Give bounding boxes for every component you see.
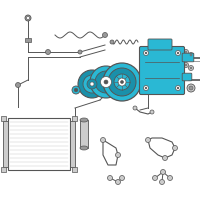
Circle shape: [95, 71, 117, 93]
Circle shape: [26, 17, 30, 20]
Bar: [70, 121, 75, 167]
Circle shape: [87, 79, 97, 89]
Circle shape: [101, 76, 112, 88]
Circle shape: [160, 170, 166, 174]
Circle shape: [187, 84, 195, 92]
Circle shape: [103, 63, 141, 101]
FancyBboxPatch shape: [182, 53, 194, 62]
Circle shape: [90, 66, 122, 98]
Circle shape: [185, 64, 187, 66]
Circle shape: [133, 106, 137, 110]
Circle shape: [150, 110, 154, 114]
Circle shape: [90, 82, 94, 86]
Circle shape: [16, 82, 21, 88]
Bar: [8, 118, 70, 170]
Circle shape: [116, 180, 120, 184]
Bar: [80, 120, 88, 148]
Circle shape: [102, 32, 108, 38]
Circle shape: [145, 87, 147, 89]
Circle shape: [108, 68, 136, 96]
Circle shape: [120, 176, 124, 180]
Circle shape: [104, 80, 108, 84]
Circle shape: [189, 86, 193, 90]
Circle shape: [78, 50, 82, 54]
Circle shape: [114, 74, 130, 90]
Circle shape: [118, 78, 126, 86]
Circle shape: [190, 67, 192, 69]
FancyBboxPatch shape: [148, 39, 172, 50]
Circle shape: [108, 176, 112, 180]
Circle shape: [146, 138, 151, 142]
Circle shape: [185, 51, 187, 53]
Bar: [1, 167, 6, 172]
Circle shape: [144, 50, 148, 55]
Circle shape: [101, 138, 106, 142]
Circle shape: [177, 87, 179, 89]
Bar: [1, 116, 6, 121]
Bar: [3, 121, 8, 167]
Circle shape: [145, 52, 147, 54]
Circle shape: [144, 86, 148, 90]
Ellipse shape: [80, 118, 88, 122]
Circle shape: [188, 52, 194, 58]
Circle shape: [72, 86, 80, 94]
Circle shape: [46, 49, 50, 54]
Circle shape: [110, 40, 114, 44]
Circle shape: [160, 180, 164, 184]
Circle shape: [120, 80, 124, 84]
FancyBboxPatch shape: [182, 73, 192, 81]
Bar: [72, 167, 77, 172]
Circle shape: [74, 88, 78, 92]
Bar: [72, 116, 77, 121]
FancyBboxPatch shape: [140, 46, 184, 95]
Circle shape: [184, 49, 188, 54]
Circle shape: [162, 156, 168, 160]
Circle shape: [153, 176, 158, 180]
Circle shape: [172, 146, 178, 150]
Circle shape: [176, 86, 180, 90]
Circle shape: [83, 75, 101, 93]
Bar: [25, 38, 31, 42]
Circle shape: [177, 52, 179, 54]
Circle shape: [190, 54, 192, 56]
Circle shape: [176, 50, 180, 55]
Circle shape: [168, 176, 172, 180]
Circle shape: [78, 70, 106, 98]
Circle shape: [188, 66, 194, 71]
Circle shape: [116, 152, 120, 158]
Ellipse shape: [80, 146, 88, 150]
Circle shape: [184, 62, 188, 68]
Circle shape: [25, 15, 31, 21]
